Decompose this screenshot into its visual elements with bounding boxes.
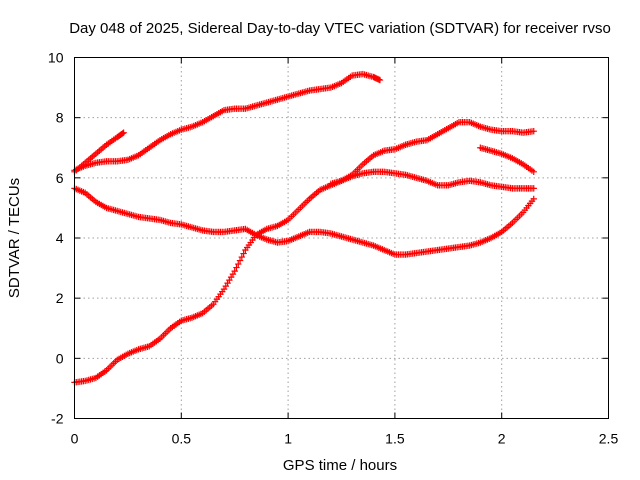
data-point xyxy=(236,257,244,264)
x-tick-label: 1.5 xyxy=(385,431,405,447)
data-point xyxy=(530,128,537,135)
x-tick-label: 0 xyxy=(71,431,79,447)
data-point xyxy=(530,195,537,203)
x-tick-label: 2.5 xyxy=(599,431,619,447)
y-tick-label: -2 xyxy=(51,411,64,427)
data-point xyxy=(119,130,126,137)
data-point xyxy=(376,76,384,84)
data-point xyxy=(120,129,127,136)
data-point xyxy=(530,168,537,176)
x-axis-label: GPS time / hours xyxy=(283,457,397,474)
y-tick-labels: -2 0 2 4 6 8 10 xyxy=(48,50,64,427)
data-point xyxy=(530,185,537,192)
series-trace-2 xyxy=(71,70,384,174)
y-tick-label: 4 xyxy=(56,230,64,246)
data-point xyxy=(238,253,246,261)
y-tick-label: 10 xyxy=(48,50,64,66)
x-tick-label: 1 xyxy=(284,431,292,447)
chart-title: Day 048 of 2025, Sidereal Day-to-day VTE… xyxy=(69,20,611,37)
y-tick-label: 2 xyxy=(56,290,64,306)
y-axis-label: SDTVAR / TECUs xyxy=(6,178,23,298)
series-trace-4 xyxy=(71,118,537,386)
series-trace-5 xyxy=(327,168,537,192)
y-tick-label: 0 xyxy=(56,350,64,366)
y-tick-label: 8 xyxy=(56,110,64,126)
data-point xyxy=(233,264,240,271)
y-tick-label: 6 xyxy=(56,170,64,186)
data-point xyxy=(240,250,247,257)
data-point xyxy=(235,260,242,268)
x-tick-label: 2 xyxy=(498,431,506,447)
plot-frame xyxy=(74,57,609,419)
data-point xyxy=(231,267,238,275)
series-trace-6 xyxy=(477,144,537,176)
x-tick-label: 0.5 xyxy=(172,431,192,447)
x-tick-labels: 0 0.5 1 1.5 2 2.5 xyxy=(71,431,619,447)
